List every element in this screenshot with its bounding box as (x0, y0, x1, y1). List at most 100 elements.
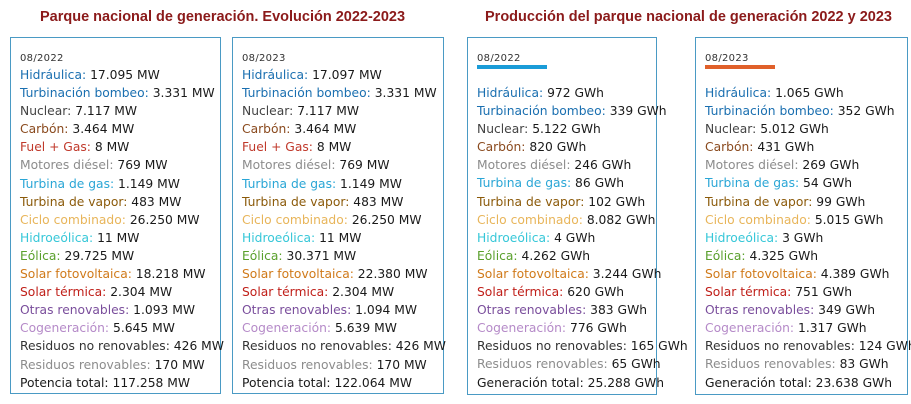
row-value: 769 MW (117, 158, 168, 173)
row-value: 1.149 MW (118, 176, 180, 191)
row-label: Solar fotovoltaica: (20, 267, 132, 282)
row-ciclo: Ciclo combinado: 26.250 MW (20, 211, 224, 229)
row-otras: Otras renovables: 383 GWh (477, 301, 688, 319)
row-value: 5.645 MW (113, 321, 175, 336)
row-label: Nuclear: (242, 104, 294, 119)
row-motores: Motores diésel: 269 GWh (705, 156, 911, 174)
production-2023-card: 08/2023 Hidráulica: 1.065 GWh Turbinació… (695, 37, 911, 395)
row-value: 426 MW (395, 339, 446, 354)
row-ciclo: Ciclo combinado: 8.082 GWh (477, 211, 688, 229)
row-value: 4.325 GWh (749, 248, 819, 263)
row-label: Turbina de gas: (477, 176, 572, 191)
row-value: 1.065 GWh (775, 86, 844, 100)
production-2023-list: Hidráulica: 1.065 GWh Turbinación bombeo… (705, 84, 911, 392)
period-label: 08/2023 (242, 53, 286, 64)
row-cogeneracion: Cogeneración: 5.639 MW (242, 319, 446, 337)
row-value: 26.250 MW (129, 212, 200, 227)
row-turbina-vapor: Turbina de vapor: 99 GWh (705, 193, 911, 211)
row-value: 3.464 MW (294, 122, 357, 137)
row-turbina-gas: Turbina de gas: 1.149 MW (242, 175, 446, 193)
row-value: 1.093 MW (133, 303, 196, 318)
row-value: 22.380 MW (357, 267, 428, 282)
row-label: Motores diésel: (242, 158, 336, 173)
row-residuos-no: Residuos no renovables: 165 GWh (477, 337, 688, 355)
row-value: 99 GWh (816, 194, 866, 209)
row-value: 23.638 GWh (815, 375, 893, 390)
row-label: Hidráulica: (705, 86, 772, 100)
row-residuos-ren: Residuos renovables: 170 MW (20, 356, 224, 374)
row-label: Solar térmica: (477, 285, 564, 300)
row-residuos-ren: Residuos renovables: 83 GWh (705, 355, 911, 373)
capacity-2022-list: Hidráulica: 17.095 MW Turbinación bombeo… (20, 66, 224, 392)
row-value: 102 GWh (588, 194, 646, 209)
row-label: Otras renovables: (242, 303, 352, 318)
row-turbina-vapor: Turbina de vapor: 483 MW (242, 193, 446, 211)
row-solar-fv: Solar fotovoltaica: 3.244 GWh (477, 265, 688, 283)
row-value: 170 MW (376, 357, 427, 372)
row-label: Nuclear: (705, 122, 757, 137)
row-value: 483 MW (353, 194, 404, 209)
row-label: Solar térmica: (705, 285, 792, 300)
row-label: Potencia total: (20, 375, 109, 390)
row-label: Hidráulica: (20, 68, 87, 82)
row-turbina-gas: Turbina de gas: 86 GWh (477, 174, 688, 192)
row-value: 3 GWh (782, 230, 824, 245)
row-label: Carbón: (20, 122, 69, 137)
row-value: 383 GWh (590, 303, 648, 318)
row-residuos-no: Residuos no renovables: 124 GWh (705, 337, 911, 355)
row-label: Cogeneración: (705, 321, 795, 336)
row-label: Motores diésel: (20, 158, 114, 173)
row-value: 30.371 MW (286, 248, 357, 263)
row-label: Motores diésel: (705, 158, 799, 173)
row-value: 352 GWh (837, 104, 895, 119)
row-value: 29.725 MW (64, 248, 135, 263)
row-label: Turbina de vapor: (705, 194, 813, 209)
row-label: Ciclo combinado: (477, 212, 583, 227)
row-value: 269 GWh (802, 158, 860, 173)
row-value: 769 MW (339, 158, 390, 173)
row-nuclear: Nuclear: 7.117 MW (242, 102, 446, 120)
row-cogeneracion: Cogeneración: 5.645 MW (20, 319, 224, 337)
production-2022-card: 08/2022 Hidráulica: 972 GWh Turbinación … (467, 37, 688, 395)
row-otras: Otras renovables: 349 GWh (705, 301, 911, 319)
row-carbon: Carbón: 820 GWh (477, 138, 688, 156)
row-label: Turbina de gas: (20, 176, 115, 191)
row-motores: Motores diésel: 769 MW (242, 156, 446, 174)
row-residuos-ren: Residuos renovables: 65 GWh (477, 355, 688, 373)
row-label: Turbina de vapor: (20, 194, 128, 209)
row-hidraulica: Hidráulica: 17.095 MW (20, 66, 224, 84)
row-hidraulica: Hidráulica: 17.097 MW (242, 66, 446, 84)
row-label: Turbina de gas: (242, 176, 337, 191)
row-turbinacion: Turbinación bombeo: 352 GWh (705, 102, 911, 120)
period-color-bar (705, 65, 775, 69)
row-turbinacion: Turbinación bombeo: 3.331 MW (20, 84, 224, 102)
row-motores: Motores diésel: 769 MW (20, 156, 224, 174)
row-solar-fv: Solar fotovoltaica: 4.389 GWh (705, 265, 911, 283)
row-label: Fuel + Gas: (242, 140, 313, 155)
row-solar-fv: Solar fotovoltaica: 22.380 MW (242, 265, 446, 283)
row-turbinacion: Turbinación bombeo: 339 GWh (477, 102, 688, 120)
row-value: 124 GWh (858, 339, 911, 354)
row-value: 18.218 MW (135, 267, 206, 282)
row-label: Turbinación bombeo: (242, 86, 371, 101)
row-label: Turbinación bombeo: (20, 86, 149, 101)
row-value: 820 GWh (529, 140, 587, 155)
period-label: 08/2022 (477, 53, 521, 64)
row-cogeneracion: Cogeneración: 776 GWh (477, 319, 688, 337)
row-label: Otras renovables: (705, 303, 815, 318)
row-value: 339 GWh (609, 104, 667, 119)
row-label: Otras renovables: (477, 303, 587, 318)
row-label: Eólica: (20, 248, 61, 263)
row-value: 4.262 GWh (521, 248, 591, 263)
row-label: Residuos renovables: (20, 357, 151, 372)
row-value: 170 MW (154, 357, 205, 372)
row-label: Nuclear: (477, 122, 529, 137)
row-cogeneracion: Cogeneración: 1.317 GWh (705, 319, 911, 337)
production-section-title: Producción del parque nacional de genera… (485, 9, 892, 25)
row-value: 1.149 MW (340, 176, 402, 191)
row-label: Turbinación bombeo: (705, 104, 834, 119)
row-value: 86 GWh (575, 176, 625, 191)
row-value: 8 MW (94, 140, 130, 155)
row-value: 25.288 GWh (587, 375, 665, 390)
row-carbon: Carbón: 431 GWh (705, 138, 911, 156)
